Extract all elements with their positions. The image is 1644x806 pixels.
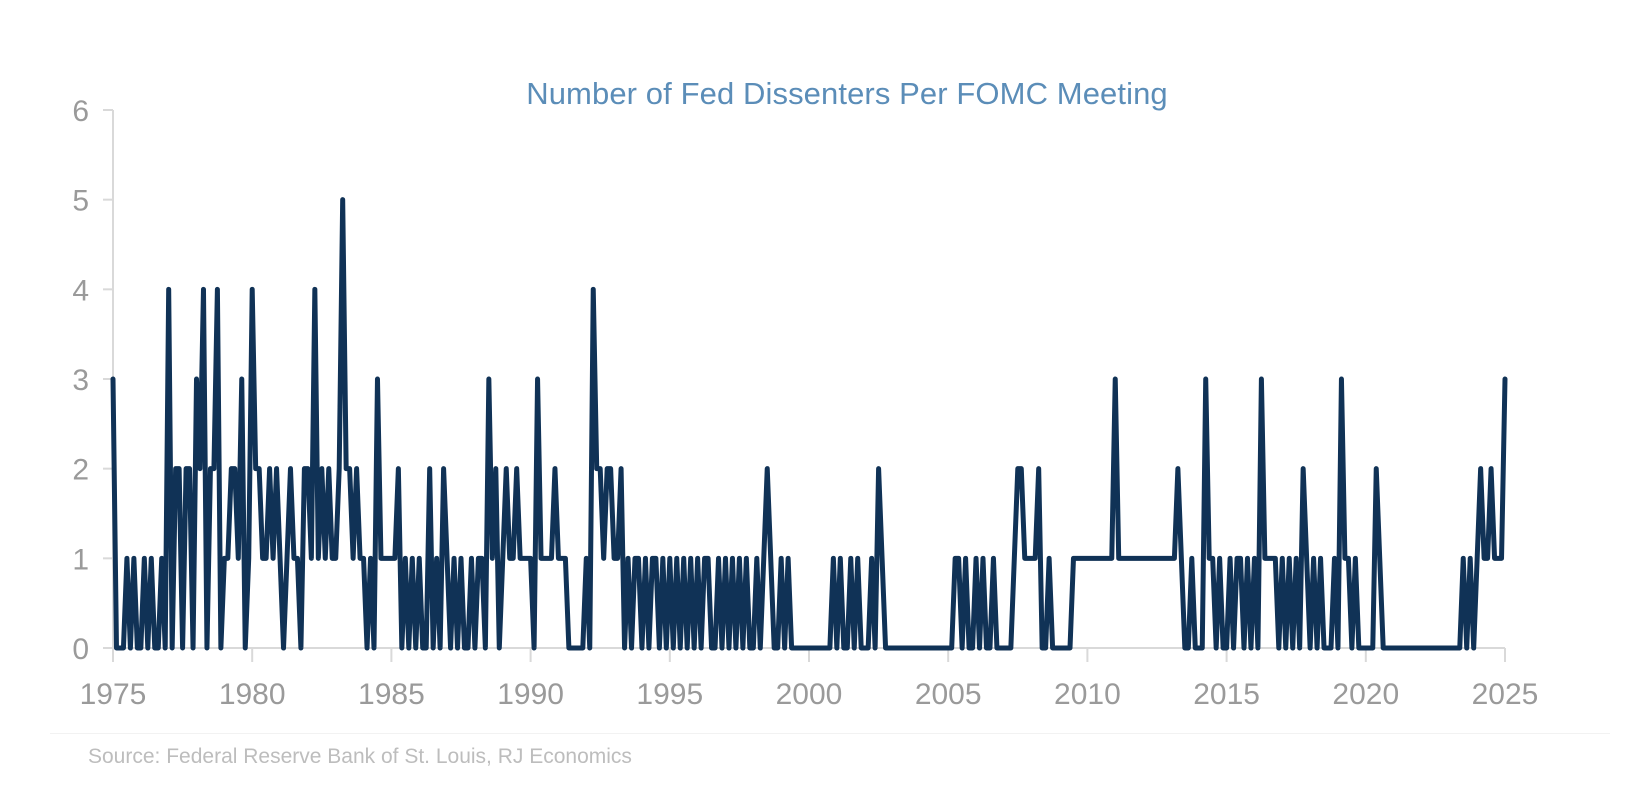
chart-title: Number of Fed Dissenters Per FOMC Meetin…: [526, 76, 1168, 111]
x-axis-tick-label: 2020: [1332, 678, 1399, 711]
y-axis: 0 1 2 3 4 5 6: [72, 95, 114, 666]
x-axis-tick-label: 2015: [1193, 678, 1260, 711]
x-axis-tick-label: 1985: [358, 678, 425, 711]
y-axis-tick-label: 0: [72, 633, 89, 666]
x-axis-tick-label: 2010: [1054, 678, 1121, 711]
x-axis-tick-label: 1975: [80, 678, 147, 711]
series-line-dissenters: [110, 197, 1508, 651]
y-axis-tick-label: 5: [72, 185, 89, 218]
y-axis-tick-label: 6: [72, 95, 89, 128]
x-axis: 1975 1980 1985 1990 1995 2000 2005 2010 2015 2020…: [80, 647, 1539, 711]
x-axis-tick-label: 2000: [776, 678, 843, 711]
y-axis-tick-label: 2: [72, 454, 89, 487]
y-axis-tick-label: 1: [72, 543, 89, 576]
data-series-line: [110, 197, 1508, 651]
y-axis-tick-label: 4: [72, 274, 89, 307]
source-note: Source: Federal Reserve Bank of St. Loui…: [88, 745, 632, 768]
x-axis-tick-label: 1995: [636, 678, 703, 711]
x-axis-tick-label: 1990: [497, 678, 564, 711]
x-axis-tick-label: 2025: [1472, 678, 1539, 711]
footer-divider: [50, 733, 1610, 734]
x-axis-tick-label: 1980: [219, 678, 286, 711]
x-axis-tick-label: 2005: [915, 678, 982, 711]
y-axis-tick-label: 3: [72, 364, 89, 397]
